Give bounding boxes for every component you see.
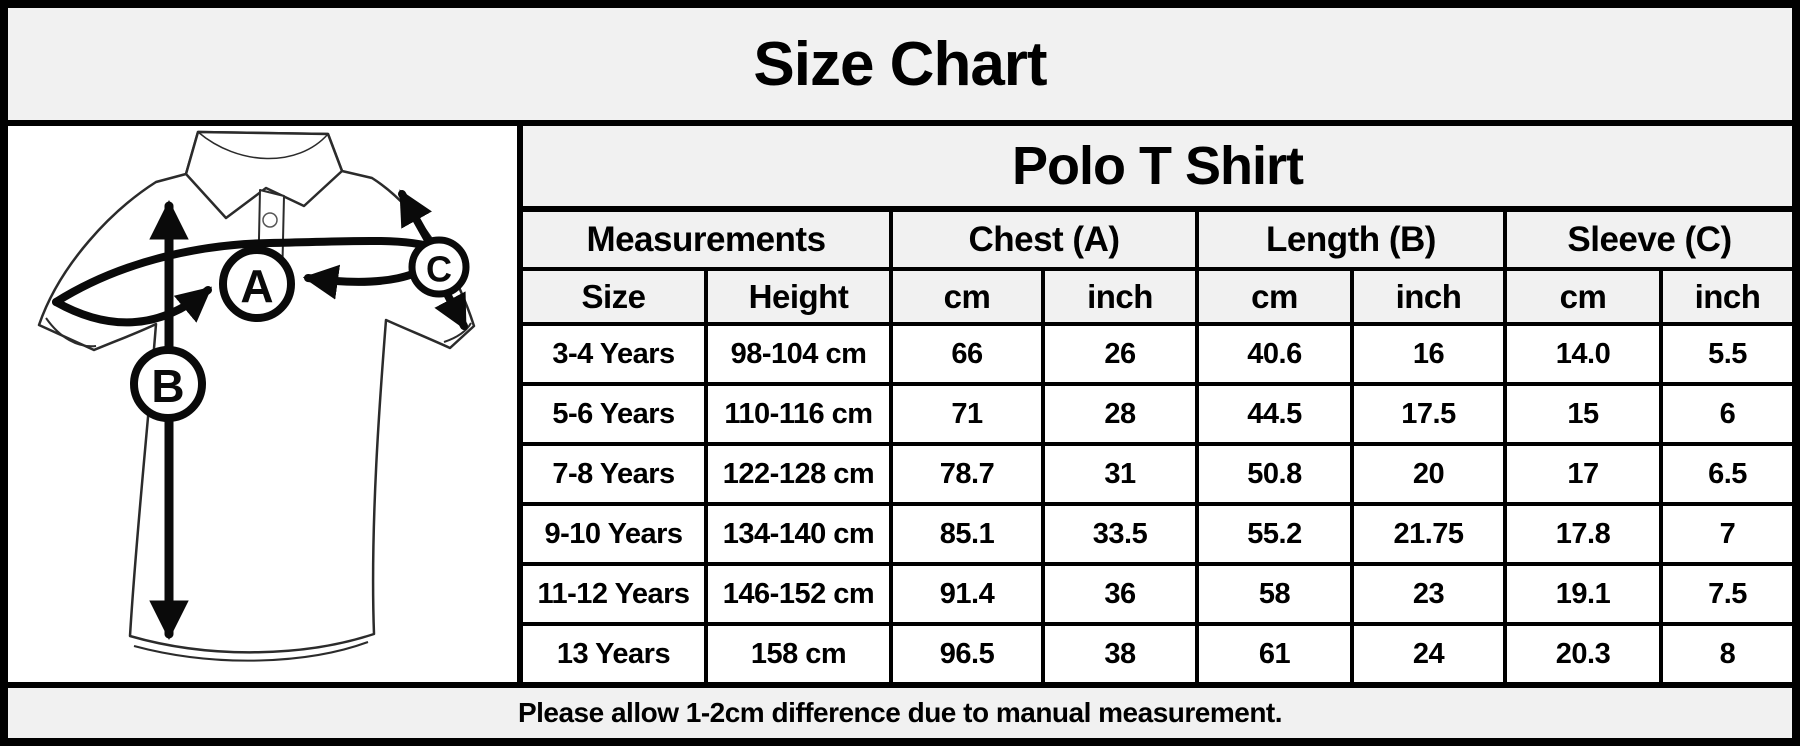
- table-cell: 134-140 cm: [704, 502, 893, 567]
- shirt-diagram-panel: A B C: [8, 126, 523, 682]
- table-cell: 50.8: [1195, 442, 1354, 507]
- footer-note: Please allow 1-2cm difference due to man…: [517, 697, 1283, 728]
- column-header: inch: [1350, 267, 1507, 326]
- marker-b-label: B: [151, 360, 184, 412]
- table-cell: 17.8: [1503, 502, 1663, 567]
- table-cell: 36: [1041, 562, 1199, 627]
- column-header: Height: [704, 267, 893, 326]
- table-cell: 96.5: [889, 622, 1045, 684]
- marker-c-label: C: [426, 249, 452, 290]
- table-row: 5-6 Years 110-116 cm 71 28 44.5 17.5 15 6: [521, 382, 1794, 447]
- table-cell: 6.5: [1659, 442, 1794, 507]
- product-title: Polo T Shirt: [521, 124, 1794, 212]
- sleeve-arrow-up: [398, 189, 433, 246]
- table-cell: 20.3: [1503, 622, 1663, 684]
- column-header: cm: [1195, 267, 1354, 326]
- table-cell: 98-104 cm: [704, 321, 893, 387]
- size-table: Polo T Shirt Measurements Chest (A) Length…: [521, 124, 1794, 684]
- table-row: 9-10 Years 134-140 cm 85.1 33.5 55.2 21.75 17.…: [521, 502, 1794, 567]
- table-cell: 7: [1659, 502, 1794, 567]
- table-cell: 8: [1659, 622, 1794, 684]
- table-cell: 5.5: [1659, 321, 1794, 387]
- table-cell: 16: [1350, 321, 1507, 387]
- table-row: 3-4 Years 98-104 cm 66 26 40.6 16 14.0 5.5: [521, 321, 1794, 387]
- table-cell: 21.75: [1350, 502, 1507, 567]
- group-header: Sleeve (C): [1503, 207, 1794, 271]
- table-cell: 23: [1350, 562, 1507, 627]
- chest-wrap-arc: [52, 236, 442, 306]
- table-cell: 58: [1195, 562, 1354, 627]
- column-header: inch: [1041, 267, 1199, 326]
- table-cell: 66: [889, 321, 1045, 387]
- table-cell: 19.1: [1503, 562, 1663, 627]
- product-title-row: Polo T Shirt: [521, 124, 1794, 212]
- table-cell: 31: [1041, 442, 1199, 507]
- table-cell: 7.5: [1659, 562, 1794, 627]
- table-row: 11-12 Years 146-152 cm 91.4 36 58 23 19.1 7.5: [521, 562, 1794, 627]
- page-title: Size Chart: [753, 29, 1047, 99]
- table-cell: 40.6: [1195, 321, 1354, 387]
- table-cell: 85.1: [889, 502, 1045, 567]
- group-header: Length (B): [1195, 207, 1507, 271]
- marker-b-circle: [130, 346, 206, 422]
- sleeve-arrow-down: [434, 288, 468, 331]
- table-cell: 3-4 Years: [521, 321, 708, 387]
- size-table-panel: Polo T Shirt Measurements Chest (A) Length…: [521, 124, 1794, 684]
- table-cell: 122-128 cm: [704, 442, 893, 507]
- table-cell: 44.5: [1195, 382, 1354, 447]
- column-header: cm: [889, 267, 1045, 326]
- column-header: inch: [1659, 267, 1794, 326]
- measurement-markers: A B C: [130, 236, 470, 422]
- table-cell: 158 cm: [704, 622, 893, 684]
- title-band: Size Chart: [8, 8, 1792, 120]
- group-header: Measurements: [521, 207, 893, 271]
- table-cell: 24: [1350, 622, 1507, 684]
- table-cell: 78.7: [889, 442, 1045, 507]
- table-row: 13 Years 158 cm 96.5 38 61 24 20.3 8: [521, 622, 1794, 684]
- marker-c-circle: [408, 236, 470, 298]
- table-cell: 91.4: [889, 562, 1045, 627]
- table-cell: 38: [1041, 622, 1199, 684]
- table-cell: 17.5: [1350, 382, 1507, 447]
- table-cell: 17: [1503, 442, 1663, 507]
- content-area: A B C Polo T Shirt Measurements: [8, 124, 1794, 684]
- table-cell: 110-116 cm: [704, 382, 893, 447]
- size-table-body: 3-4 Years 98-104 cm 66 26 40.6 16 14.0 5.5 5-6 Y…: [521, 321, 1794, 684]
- table-cell: 146-152 cm: [704, 562, 893, 627]
- group-header: Chest (A): [889, 207, 1199, 271]
- column-header: cm: [1503, 267, 1663, 326]
- table-cell: 28: [1041, 382, 1199, 447]
- polo-shirt-measurement-diagram: A B C: [37, 130, 476, 662]
- group-header-row: Measurements Chest (A) Length (B) Sleeve (C…: [521, 207, 1794, 271]
- marker-a-circle: [219, 246, 295, 322]
- table-row: 7-8 Years 122-128 cm 78.7 31 50.8 20 17 6.5: [521, 442, 1794, 507]
- table-cell: 14.0: [1503, 321, 1663, 387]
- table-cell: 71: [889, 382, 1045, 447]
- chest-arrow-left: [52, 286, 213, 327]
- table-cell: 20: [1350, 442, 1507, 507]
- column-header: Size: [521, 267, 708, 326]
- marker-a-label: A: [240, 260, 273, 312]
- table-cell: 15: [1503, 382, 1663, 447]
- table-cell: 26: [1041, 321, 1199, 387]
- footer-band: Please allow 1-2cm difference due to man…: [8, 688, 1792, 738]
- table-cell: 11-12 Years: [521, 562, 708, 627]
- table-cell: 61: [1195, 622, 1354, 684]
- table-cell: 6: [1659, 382, 1794, 447]
- table-cell: 9-10 Years: [521, 502, 708, 567]
- table-cell: 55.2: [1195, 502, 1354, 567]
- table-cell: 33.5: [1041, 502, 1199, 567]
- table-cell: 5-6 Years: [521, 382, 708, 447]
- table-cell: 13 Years: [521, 622, 708, 684]
- column-header-row: Size Height cm inch cm inch cm inch: [521, 267, 1794, 326]
- table-cell: 7-8 Years: [521, 442, 708, 507]
